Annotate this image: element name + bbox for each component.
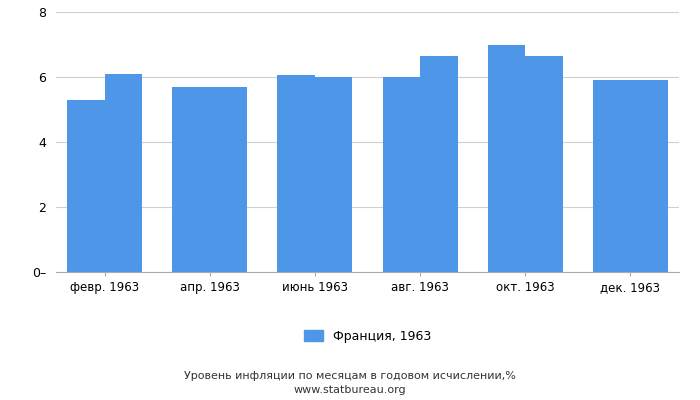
- Bar: [630, 80, 668, 272]
- Bar: [315, 77, 353, 272]
- Bar: [488, 44, 525, 272]
- Legend: Франция, 1963: Франция, 1963: [299, 325, 436, 348]
- Bar: [105, 74, 142, 272]
- Bar: [525, 56, 563, 272]
- Bar: [210, 87, 247, 272]
- Bar: [172, 87, 210, 272]
- Bar: [420, 56, 458, 272]
- Bar: [593, 80, 630, 272]
- Bar: [67, 100, 105, 272]
- Text: Уровень инфляции по месяцам в годовом исчислении,%: Уровень инфляции по месяцам в годовом ис…: [184, 371, 516, 381]
- Text: www.statbureau.org: www.statbureau.org: [294, 385, 406, 395]
- Bar: [382, 77, 420, 272]
- Bar: [277, 75, 315, 272]
